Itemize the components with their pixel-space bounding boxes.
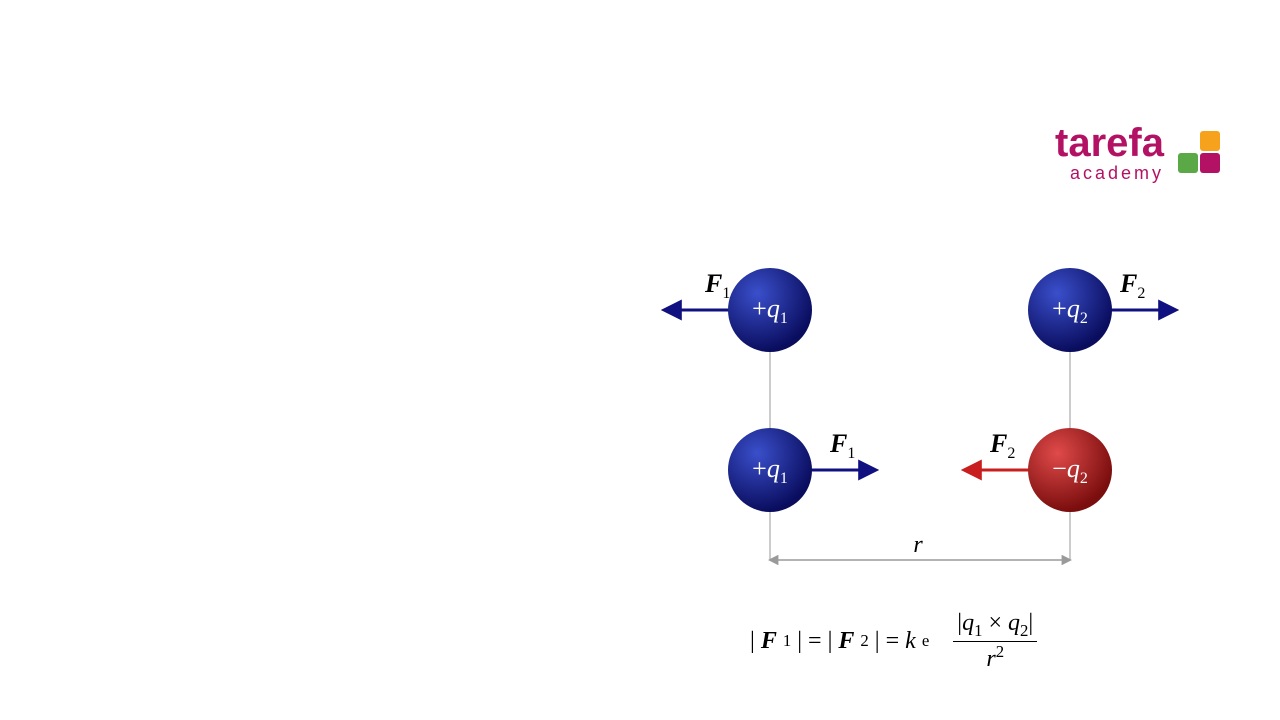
logo-icon	[1172, 131, 1220, 179]
force-label-1: F2	[1119, 269, 1145, 302]
title-line-1: Ejercicios de cargas	[50, 65, 514, 130]
title-line-3: en 7 minutos	[50, 195, 514, 260]
force-label-2: F1	[829, 429, 855, 462]
logo-text: tarefa academy	[1055, 125, 1164, 184]
title-line-2: eléctricas	[50, 130, 514, 195]
coulomb-formula: |F1| = |F2| = ke |q1 × q2|r2	[750, 610, 1037, 673]
brand-logo: tarefa academy	[1055, 125, 1220, 184]
distance-label: r	[913, 532, 923, 558]
coulomb-diagram: rF1F2F1F2+q1+q2+q1−q2 |F1| = |F2| = ke |…	[650, 260, 1210, 680]
force-label-3: F2	[989, 429, 1015, 462]
force-label-0: F1	[704, 269, 730, 302]
logo-main-text: tarefa	[1055, 125, 1164, 161]
logo-sub-text: academy	[1055, 163, 1164, 184]
diagram-svg: rF1F2F1F2+q1+q2+q1−q2	[650, 260, 1210, 600]
page-title: Ejercicios de cargas eléctricas en 7 min…	[50, 65, 514, 259]
